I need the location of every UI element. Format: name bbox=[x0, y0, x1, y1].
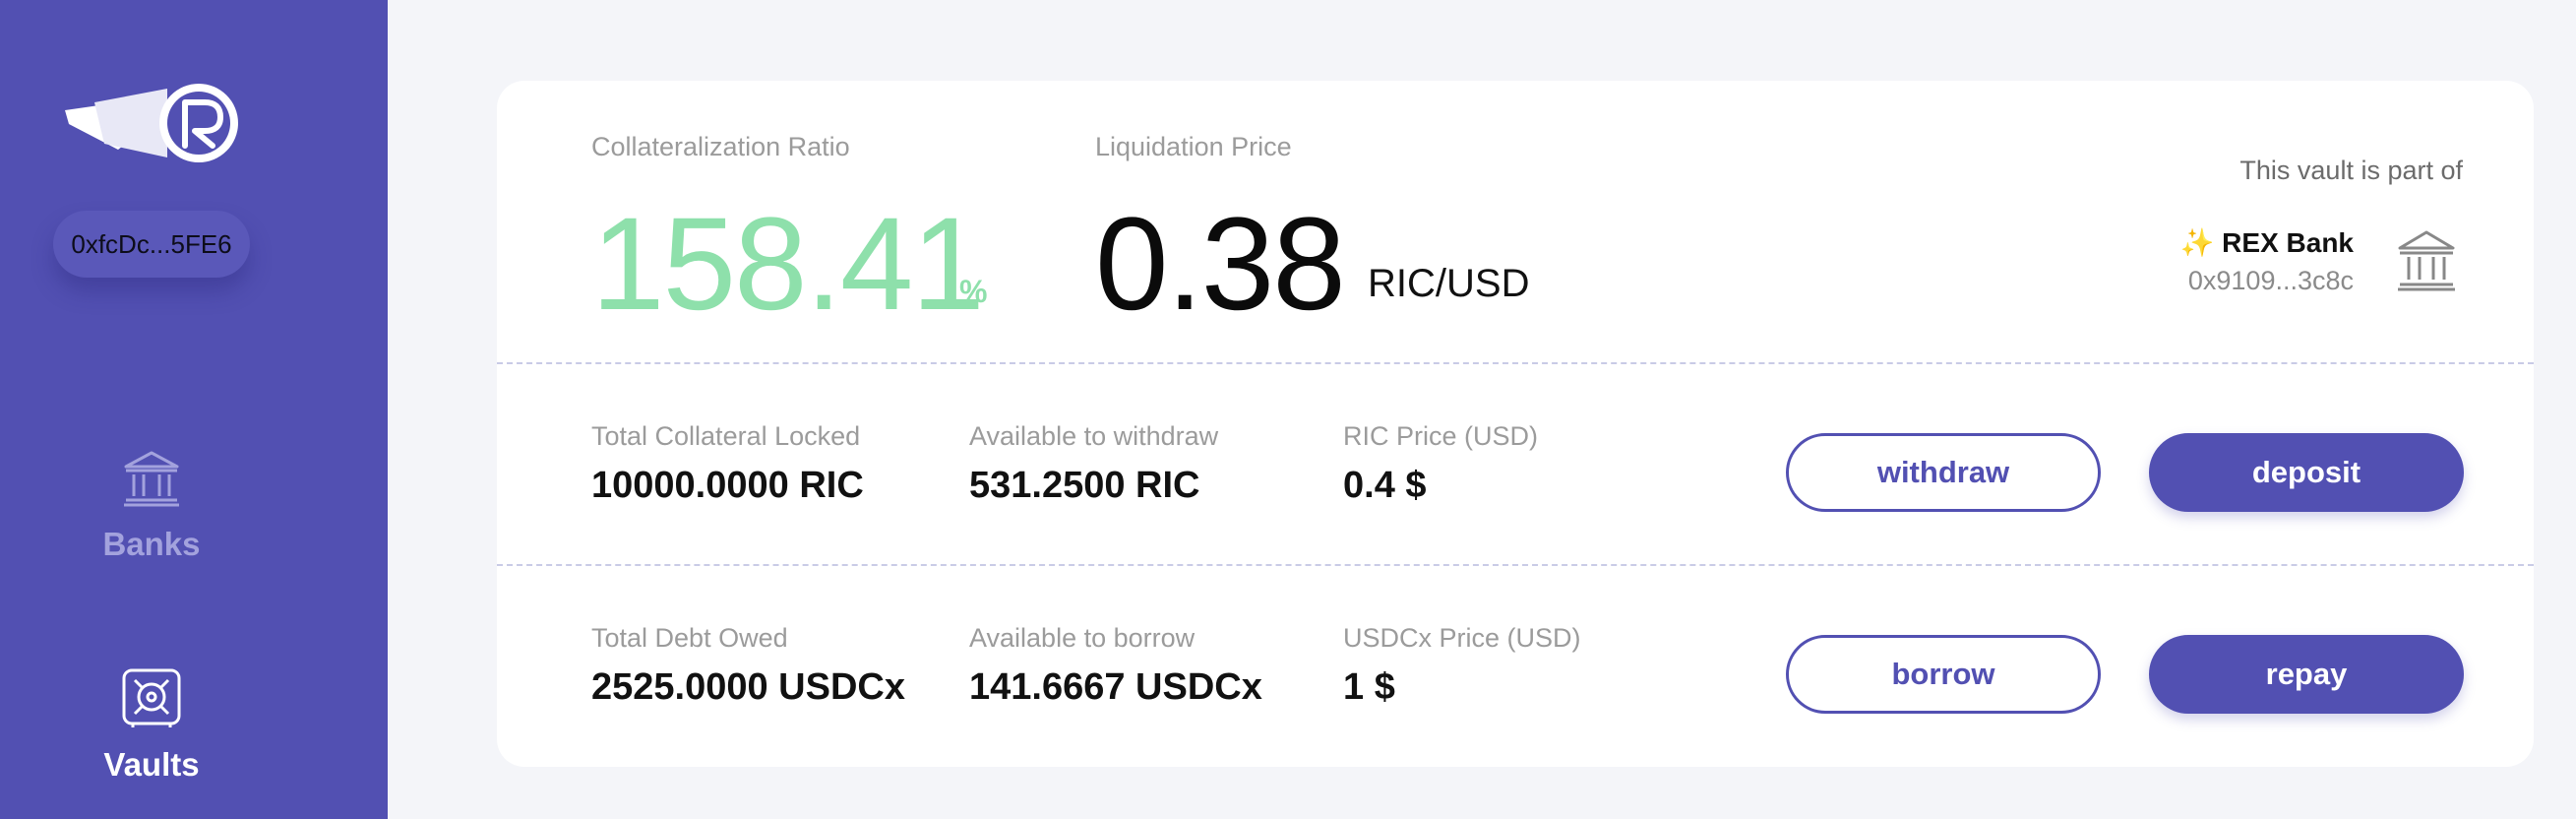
available-withdraw-value: 531.2500 RIC bbox=[969, 465, 1200, 506]
withdraw-button[interactable]: withdraw bbox=[1786, 433, 2101, 512]
section-divider bbox=[497, 564, 2534, 566]
wallet-address-text: 0xfcDc...5FE6 bbox=[71, 228, 232, 259]
bank-caption: This vault is part of bbox=[2239, 156, 2463, 185]
total-collateral-label: Total Collateral Locked bbox=[591, 421, 861, 451]
collateralization-ratio-value: 158.41 bbox=[591, 191, 985, 338]
available-withdraw-label: Available to withdraw bbox=[969, 421, 1219, 451]
usdcx-price-label: USDCx Price (USD) bbox=[1343, 623, 1581, 653]
nav-item-vaults-label: Vaults bbox=[103, 746, 200, 783]
total-collateral-value: 10000.0000 RIC bbox=[591, 465, 864, 506]
nav-item-banks[interactable]: Banks bbox=[0, 449, 303, 563]
available-borrow-label: Available to borrow bbox=[969, 623, 1196, 653]
ric-price-value: 0.4 $ bbox=[1343, 465, 1427, 506]
bank-icon[interactable] bbox=[2396, 228, 2457, 293]
nav-item-banks-label: Banks bbox=[102, 526, 201, 562]
deposit-button[interactable]: deposit bbox=[2149, 433, 2464, 512]
collateralization-ratio-unit: % bbox=[959, 274, 988, 309]
liquidation-price-unit: RIC/USD bbox=[1368, 262, 1530, 305]
total-debt-value: 2525.0000 USDCx bbox=[591, 666, 905, 708]
borrow-button[interactable]: borrow bbox=[1786, 635, 2101, 714]
wallet-address[interactable]: 0xfcDc...5FE6 bbox=[53, 211, 250, 278]
bank-icon bbox=[124, 451, 179, 507]
app-logo[interactable] bbox=[65, 81, 242, 165]
sidebar: 0xfcDc...5FE6 Banks bbox=[0, 0, 388, 819]
rex-logo-icon bbox=[65, 84, 238, 162]
bank-name[interactable]: ✨ REX Bank bbox=[2179, 227, 2354, 258]
vault-card: Collateralization Ratio 158.41 % Liquida… bbox=[497, 81, 2534, 767]
section-divider bbox=[497, 362, 2534, 364]
usdcx-price-value: 1 $ bbox=[1343, 666, 1395, 708]
collateralization-ratio-label: Collateralization Ratio bbox=[591, 132, 850, 161]
total-debt-label: Total Debt Owed bbox=[591, 623, 788, 653]
bank-address: 0x9109...3c8c bbox=[2187, 266, 2354, 295]
available-borrow-value: 141.6667 USDCx bbox=[969, 666, 1262, 708]
nav-item-vaults[interactable]: Vaults bbox=[0, 667, 303, 784]
safe-icon bbox=[122, 668, 181, 727]
ric-price-label: RIC Price (USD) bbox=[1343, 421, 1539, 451]
liquidation-price-label: Liquidation Price bbox=[1095, 132, 1292, 161]
liquidation-price-value: 0.38 bbox=[1095, 191, 1346, 338]
repay-button[interactable]: repay bbox=[2149, 635, 2464, 714]
